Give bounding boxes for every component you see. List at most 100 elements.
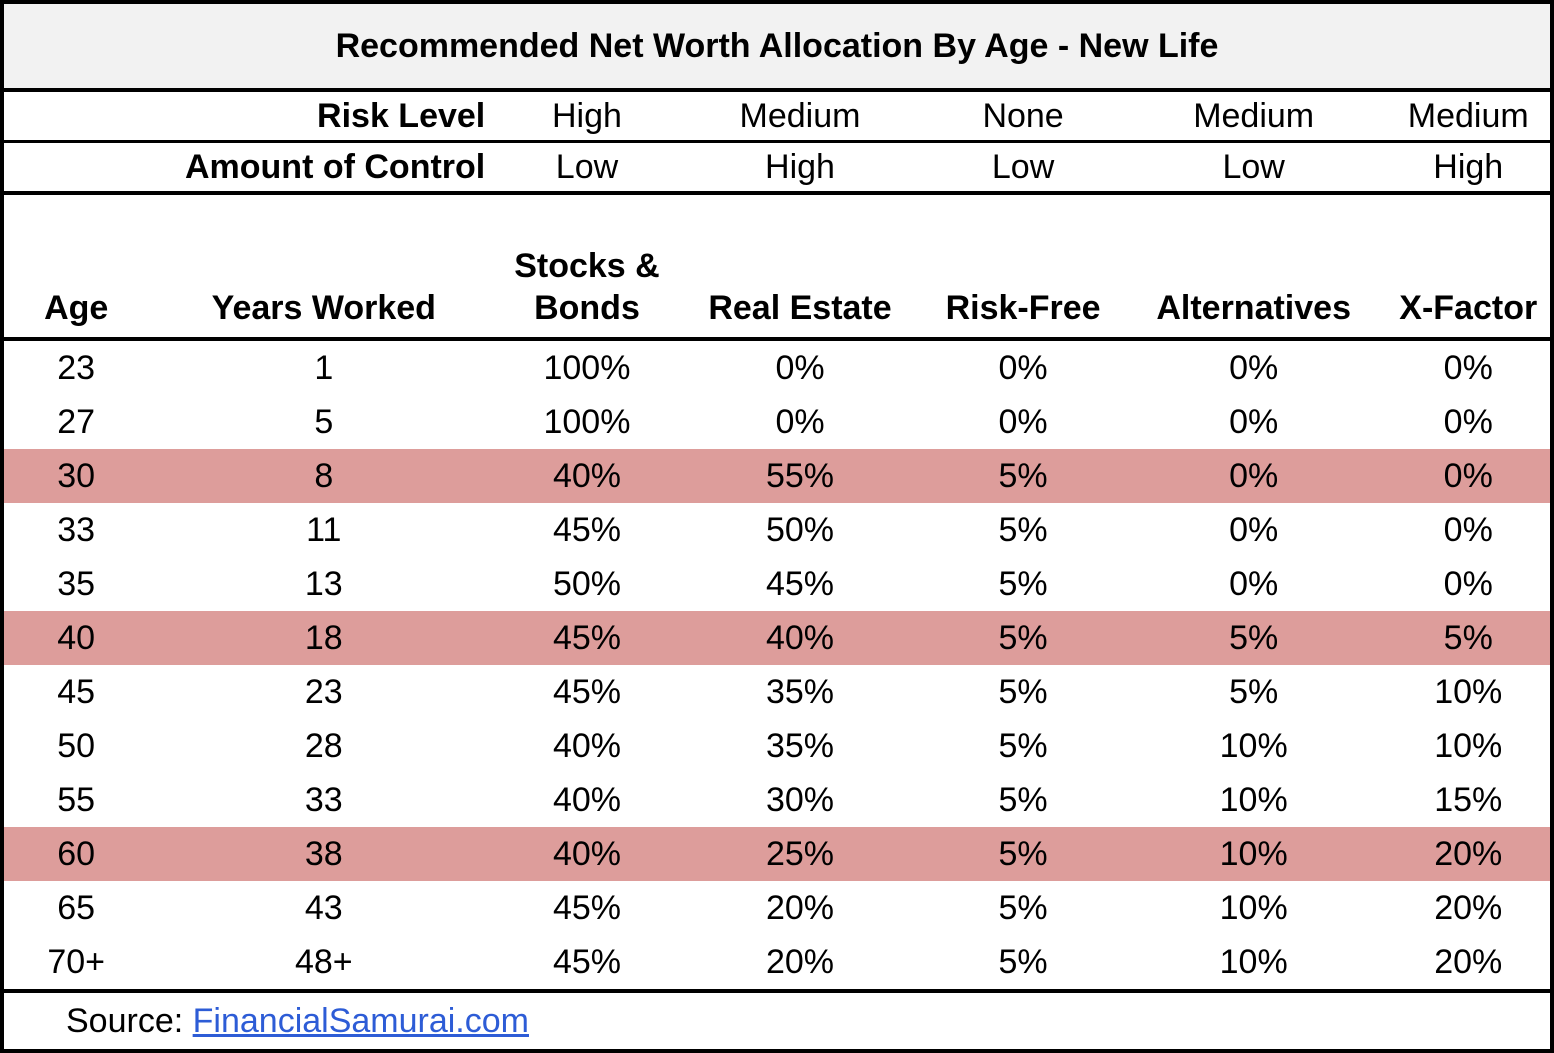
table-cell: 5% — [998, 888, 1048, 927]
table-cell: 45 — [57, 672, 96, 711]
table-cell: 25% — [674, 827, 926, 881]
table-cell: 5% — [998, 780, 1048, 819]
table-cell: 50% — [765, 510, 835, 549]
table-cell: 5% — [1120, 611, 1387, 665]
table-cell: 5% — [925, 935, 1121, 993]
column-header-risk-free: Risk-Free — [925, 193, 1121, 341]
page-title: Recommended Net Worth Allocation By Age … — [2, 2, 1552, 92]
table-cell: 0% — [775, 402, 825, 441]
table-cell: 20% — [1386, 935, 1552, 993]
table-cell: 13 — [304, 564, 343, 603]
table-cell: 50 — [57, 726, 96, 765]
table-cell: 35 — [57, 564, 96, 603]
risk-level-value: None — [925, 90, 1121, 143]
table-cell: 43 — [304, 888, 343, 927]
table-row: 65 43 45% 20% 5% 10% 20% — [2, 881, 1552, 935]
table-row: 35 13 50% 45% 5% 0% 0% — [2, 557, 1552, 611]
table-cell: 40% — [552, 726, 621, 765]
table-cell: 20% — [1434, 888, 1503, 927]
table-cell: 55% — [674, 449, 926, 503]
title-row: Recommended Net Worth Allocation By Age … — [2, 2, 1552, 92]
table-row: 45 23 45% 35% 5% 5% 10% — [2, 665, 1552, 719]
table-cell: 40% — [499, 827, 675, 881]
table-cell: 65 — [57, 888, 96, 927]
table-row: 33 11 45% 50% 5% 0% 0% — [2, 503, 1552, 557]
table-cell: 10% — [1219, 780, 1288, 819]
risk-level-value: Medium — [674, 90, 926, 143]
source-label: Source: — [66, 1001, 184, 1040]
table-cell: 0% — [998, 402, 1048, 441]
table-cell: 5% — [998, 564, 1048, 603]
table-cell: 40% — [552, 780, 621, 819]
column-header-row: Age Years Worked Stocks & Bonds Real Est… — [2, 193, 1552, 341]
table-row: 55 33 40% 30% 5% 10% 15% — [2, 773, 1552, 827]
table-cell: 5% — [925, 449, 1121, 503]
risk-level-label: Risk Level — [2, 90, 500, 143]
table-cell: 45% — [552, 888, 621, 927]
table-cell: 45% — [765, 564, 835, 603]
table-cell: 8 — [148, 449, 500, 503]
risk-level-value: Medium — [1386, 90, 1552, 143]
table-cell: 45% — [499, 935, 675, 993]
table-cell: 15% — [1434, 780, 1503, 819]
table-row: 70+ 48+ 45% 20% 5% 10% 20% — [2, 935, 1552, 993]
table-cell: 0% — [1229, 402, 1279, 441]
table-cell: 0% — [1120, 449, 1387, 503]
table-cell: 5% — [998, 726, 1048, 765]
table-cell: 0% — [1229, 510, 1279, 549]
table-row: 23 1 100% 0% 0% 0% 0% — [2, 339, 1552, 395]
table-cell: 27 — [57, 402, 96, 441]
table-cell: 35% — [765, 726, 835, 765]
table-cell: 30 — [2, 449, 149, 503]
amount-of-control-label: Amount of Control — [2, 141, 500, 195]
table-cell: 55 — [57, 780, 96, 819]
column-header-x-factor: X-Factor — [1386, 193, 1552, 341]
table-cell: 5% — [998, 672, 1048, 711]
table-cell: 20% — [674, 935, 926, 993]
table-cell: 0% — [1229, 348, 1279, 387]
table-cell: 20% — [1386, 827, 1552, 881]
table-cell: 5% — [925, 827, 1121, 881]
amount-of-control-value: High — [1386, 141, 1552, 195]
table-cell: 5% — [1229, 672, 1279, 711]
table-cell: 45% — [552, 672, 621, 711]
table-cell: 10% — [1219, 888, 1288, 927]
amount-of-control-value: Low — [1120, 141, 1387, 195]
column-header-real-estate: Real Estate — [674, 193, 926, 341]
amount-of-control-row: Amount of Control Low High Low Low High — [2, 141, 1552, 195]
table-cell: 45% — [499, 611, 675, 665]
table-row: 30 8 40% 55% 5% 0% 0% — [2, 449, 1552, 503]
table-cell: 5% — [925, 611, 1121, 665]
table-cell: 18 — [148, 611, 500, 665]
source-link[interactable]: FinancialSamurai.com — [192, 1001, 529, 1040]
table-cell: 28 — [304, 726, 343, 765]
table-cell: 5 — [314, 402, 334, 441]
table-cell: 40% — [674, 611, 926, 665]
table-cell: 0% — [1443, 348, 1493, 387]
table-cell: 70+ — [2, 935, 149, 993]
table-cell: 0% — [775, 348, 825, 387]
table-cell: 10% — [1120, 935, 1387, 993]
table-cell: 11 — [306, 510, 342, 549]
table-row: 50 28 40% 35% 5% 10% 10% — [2, 719, 1552, 773]
table-cell: 10% — [1434, 672, 1503, 711]
table-cell: 33 — [304, 780, 343, 819]
table-cell: 23 — [57, 348, 96, 387]
table-cell: 0% — [998, 348, 1048, 387]
risk-level-value: Medium — [1120, 90, 1387, 143]
risk-level-row: Risk Level High Medium None Medium Mediu… — [2, 90, 1552, 143]
table-cell: 0% — [1229, 564, 1279, 603]
table-cell: 1 — [314, 348, 334, 387]
table-cell: 50% — [552, 564, 621, 603]
table-cell: 0% — [1443, 564, 1493, 603]
table-cell: 0% — [1443, 402, 1493, 441]
amount-of-control-value: Low — [499, 141, 675, 195]
amount-of-control-value: Low — [925, 141, 1121, 195]
table-cell: 20% — [765, 888, 835, 927]
column-header-stocks-bonds: Stocks & Bonds — [499, 193, 675, 341]
table-cell: 30% — [765, 780, 835, 819]
table-cell: 10% — [1120, 827, 1387, 881]
table-cell: 60 — [2, 827, 149, 881]
table-cell: 10% — [1434, 726, 1503, 765]
